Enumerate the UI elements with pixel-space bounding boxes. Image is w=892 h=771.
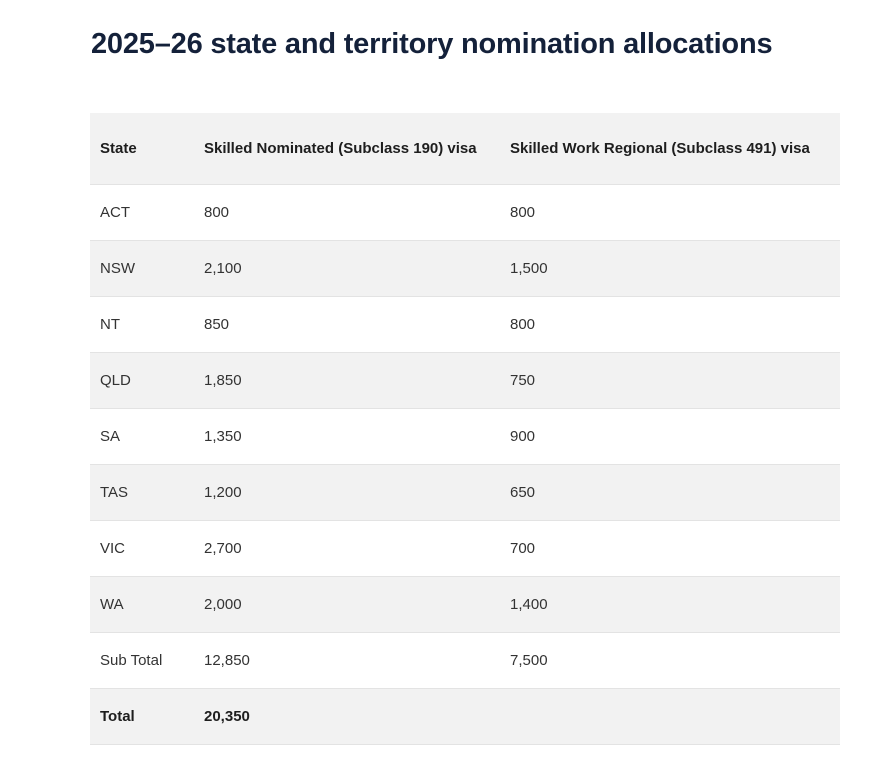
header-subclass-190: Skilled Nominated (Subclass 190) visa xyxy=(194,113,500,185)
subtotal-row: Sub Total 12,850 7,500 xyxy=(90,632,840,689)
state-cell: NSW xyxy=(90,240,194,297)
subclass-190-cell: 1,850 xyxy=(194,352,500,409)
subclass-491-cell: 1,400 xyxy=(500,576,840,633)
table-row: ACT 800 800 xyxy=(90,184,840,241)
subclass-190-cell: 2,100 xyxy=(194,240,500,297)
subclass-190-cell: 12,850 xyxy=(194,632,500,689)
subclass-190-cell: 1,200 xyxy=(194,464,500,521)
table-row: TAS 1,200 650 xyxy=(90,464,840,521)
state-cell: ACT xyxy=(90,184,194,241)
allocations-table: State Skilled Nominated (Subclass 190) v… xyxy=(90,113,840,745)
subclass-491-cell: 700 xyxy=(500,520,840,577)
table-row: VIC 2,700 700 xyxy=(90,520,840,577)
state-cell: TAS xyxy=(90,464,194,521)
table-row: WA 2,000 1,400 xyxy=(90,576,840,633)
table-row: SA 1,350 900 xyxy=(90,408,840,465)
total-value-cell: 20,350 xyxy=(194,688,500,745)
subclass-491-cell: 7,500 xyxy=(500,632,840,689)
total-empty-cell xyxy=(500,688,840,745)
subclass-491-cell: 800 xyxy=(500,296,840,353)
header-state: State xyxy=(90,113,194,185)
state-cell: QLD xyxy=(90,352,194,409)
subclass-491-cell: 750 xyxy=(500,352,840,409)
subclass-491-cell: 1,500 xyxy=(500,240,840,297)
subclass-190-cell: 800 xyxy=(194,184,500,241)
subclass-491-cell: 900 xyxy=(500,408,840,465)
header-subclass-491: Skilled Work Regional (Subclass 491) vis… xyxy=(500,113,840,185)
subclass-491-cell: 650 xyxy=(500,464,840,521)
subclass-190-cell: 850 xyxy=(194,296,500,353)
total-row: Total 20,350 xyxy=(90,688,840,745)
state-cell: VIC xyxy=(90,520,194,577)
state-cell: SA xyxy=(90,408,194,465)
state-cell: Sub Total xyxy=(90,632,194,689)
subclass-491-cell: 800 xyxy=(500,184,840,241)
table-row: NT 850 800 xyxy=(90,296,840,353)
table-header-row: State Skilled Nominated (Subclass 190) v… xyxy=(90,113,840,185)
state-cell: NT xyxy=(90,296,194,353)
subclass-190-cell: 1,350 xyxy=(194,408,500,465)
subclass-190-cell: 2,000 xyxy=(194,576,500,633)
total-label-cell: Total xyxy=(90,688,194,745)
state-cell: WA xyxy=(90,576,194,633)
table-row: NSW 2,100 1,500 xyxy=(90,240,840,297)
subclass-190-cell: 2,700 xyxy=(194,520,500,577)
page-title: 2025–26 state and territory nomination a… xyxy=(91,28,773,60)
table-row: QLD 1,850 750 xyxy=(90,352,840,409)
